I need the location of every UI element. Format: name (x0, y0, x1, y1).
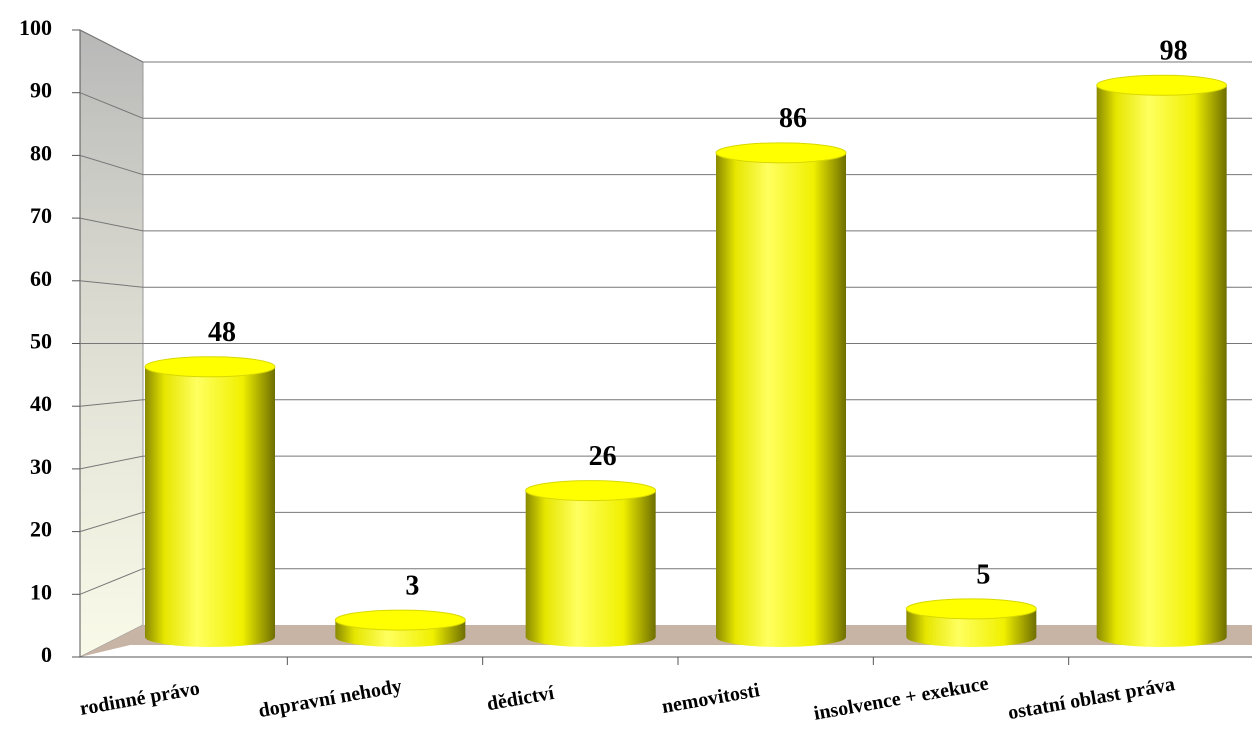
y-tick-label: 0 (41, 642, 52, 667)
bar-top (334, 609, 466, 631)
y-tick-label: 70 (30, 203, 52, 228)
grid-line (79, 92, 144, 119)
y-tick-label: 100 (19, 15, 52, 40)
y-tick-label: 20 (30, 517, 52, 542)
y-tick-label: 30 (30, 454, 52, 479)
bar-top (525, 480, 657, 502)
grid-line (79, 280, 144, 288)
y-tick-label: 10 (30, 579, 52, 604)
value-label: 5 (976, 559, 990, 590)
bar (525, 490, 656, 637)
grid-line (79, 511, 144, 533)
bar-top (715, 142, 847, 164)
x-tick-label: nemovitosti (660, 679, 762, 718)
bar-top (1096, 74, 1228, 96)
grid-line (79, 568, 144, 595)
value-label: 48 (208, 317, 236, 348)
x-tick-label: dopravní nehody (257, 675, 404, 722)
y-tick-label: 40 (30, 391, 52, 416)
x-tick-label: dědictví (485, 682, 556, 716)
grid-line (79, 154, 144, 176)
bar (716, 152, 846, 637)
x-tick-label: ostatní oblast práva (1006, 673, 1176, 724)
grid-line (79, 29, 144, 63)
y-tick-label: 60 (30, 266, 52, 291)
bar (145, 366, 275, 637)
y-tick-label: 50 (30, 329, 52, 354)
value-label: 3 (405, 571, 419, 602)
value-label: 86 (779, 103, 807, 134)
x-tick-label: insolvence + exekuce (812, 672, 990, 724)
bar (1096, 85, 1227, 637)
value-label: 26 (589, 441, 617, 472)
y-tick-label: 90 (30, 78, 52, 103)
grid-line (79, 217, 144, 232)
grid-line (79, 399, 144, 407)
bar-top (144, 356, 276, 378)
value-label: 98 (1160, 36, 1188, 67)
x-tick-label: rodinné právo (78, 677, 201, 720)
grid-line (79, 455, 144, 470)
y-tick-label: 80 (30, 140, 52, 165)
bar-top (905, 598, 1037, 620)
